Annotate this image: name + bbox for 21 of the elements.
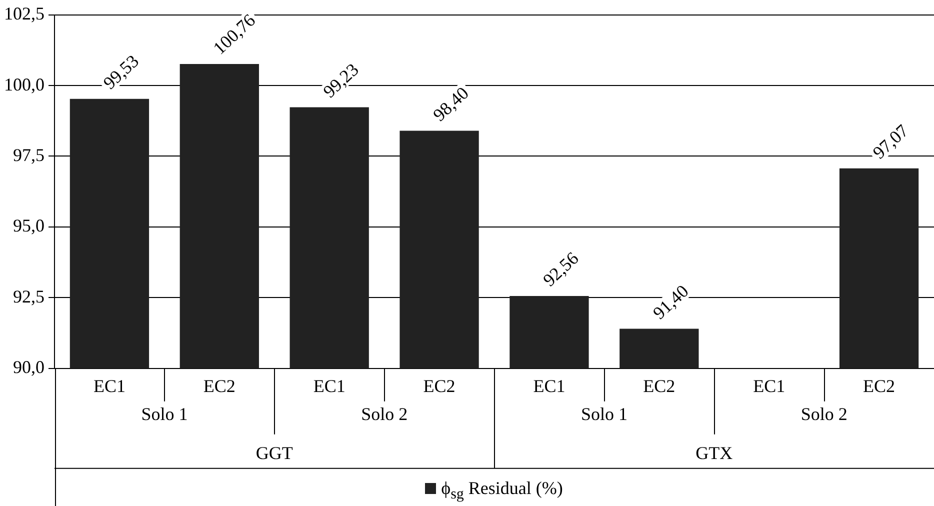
x-tick-label: EC2	[643, 376, 676, 396]
x-tick-label: EC1	[533, 376, 566, 396]
x-tick-label: EC1	[753, 376, 786, 396]
legend-label: ϕ$_{sg}$ Residual (%)	[441, 478, 563, 503]
text: Solo 1	[141, 404, 188, 424]
y-tick-label: 97,5	[13, 144, 44, 165]
x-tick-label: EC2	[203, 376, 236, 396]
x-tick-label: EC2	[423, 376, 456, 396]
x-tick-label: EC1	[313, 376, 346, 396]
text: GTX	[696, 443, 733, 464]
y-tick-label: 102,5	[4, 4, 44, 24]
text: Solo 1	[580, 404, 628, 424]
x-tick-label: EC1	[93, 376, 126, 396]
text: Solo 2	[361, 404, 408, 424]
y-tick-label: 92,5	[13, 286, 44, 306]
text: GGT	[256, 443, 293, 464]
y-tick-label: 100,0	[4, 74, 44, 94]
y-tick-label: 90,0	[13, 357, 44, 378]
x-tick-label: EC2	[863, 376, 896, 396]
y-tick-label: 95,0	[13, 216, 44, 236]
text: Solo 2	[800, 404, 848, 424]
